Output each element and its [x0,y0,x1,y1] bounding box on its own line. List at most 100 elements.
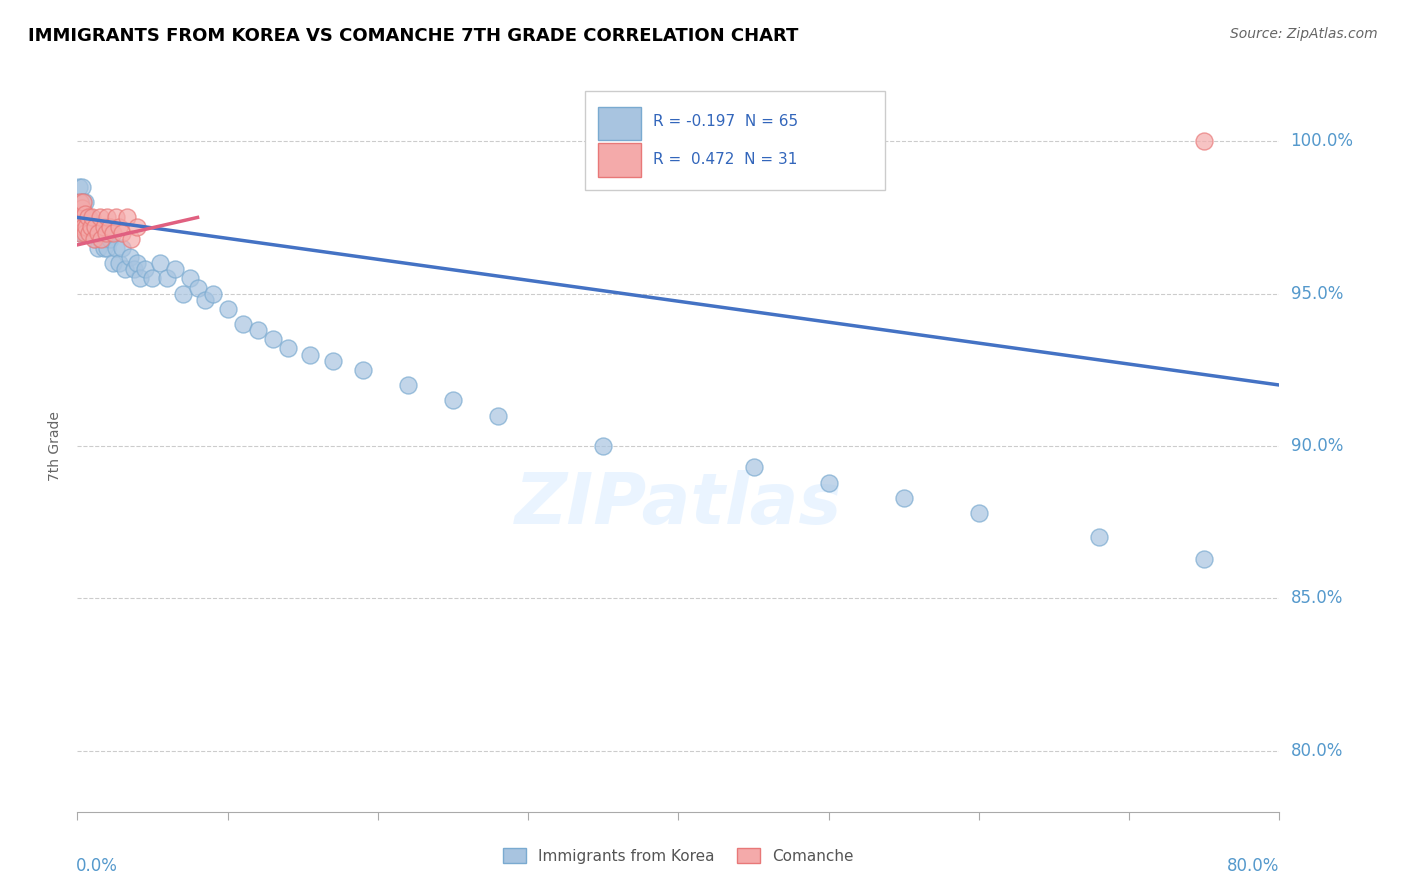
Point [127,256,149,270]
Text: IMMIGRANTS FROM KOREA VS COMANCHE 7TH GRADE CORRELATION CHART: IMMIGRANTS FROM KOREA VS COMANCHE 7TH GR… [28,27,799,45]
Point [82,226,104,240]
Text: 80.0%: 80.0% [1227,857,1279,875]
Point [1194,551,1216,566]
Point [70,211,93,225]
Point [69,226,91,240]
Point [70,211,93,225]
Point [70,202,93,216]
Point [592,439,614,453]
Point [90,226,112,240]
Point [141,271,163,285]
Point [67,211,90,225]
Point [80,219,103,234]
Point [742,460,765,475]
Point [93,219,115,234]
Point [441,393,464,408]
Point [486,409,509,423]
Point [100,219,122,234]
Point [179,271,201,285]
Point [103,226,125,240]
Point [108,256,131,270]
Point [352,363,374,377]
Point [246,323,269,337]
Point [105,241,128,255]
Point [120,232,142,246]
Point [76,211,98,225]
Point [893,491,915,505]
Point [277,342,299,356]
Point [149,256,172,270]
Point [72,226,94,240]
Point [76,211,98,225]
Point [194,293,217,307]
Legend: Immigrants from Korea, Comanche: Immigrants from Korea, Comanche [496,842,860,870]
Text: 100.0%: 100.0% [1291,132,1354,150]
Point [1194,134,1216,148]
Point [75,211,97,225]
Point [817,475,839,490]
Point [124,262,146,277]
Point [217,301,239,316]
Point [93,241,115,255]
Point [129,271,152,285]
Text: 0.0%: 0.0% [76,857,118,875]
Text: 85.0%: 85.0% [1291,590,1343,607]
Point [396,378,419,392]
Point [118,250,141,264]
Point [156,271,179,285]
Point [90,232,112,246]
Point [94,226,117,240]
Text: 90.0%: 90.0% [1291,437,1343,455]
Point [84,219,107,234]
Point [75,226,97,240]
Text: R = -0.197  N = 65: R = -0.197 N = 65 [654,114,799,129]
Point [134,262,156,277]
Point [111,226,134,240]
Point [89,211,111,225]
Point [94,232,117,246]
Point [79,211,101,225]
Point [67,180,90,194]
Point [1088,531,1111,545]
Point [299,348,322,362]
Point [73,195,96,210]
Point [87,241,110,255]
Point [111,241,134,255]
Point [70,180,93,194]
Point [67,211,90,225]
Point [186,280,209,294]
Text: 80.0%: 80.0% [1291,742,1343,760]
Point [76,226,98,240]
Point [201,286,224,301]
Point [100,232,122,246]
FancyBboxPatch shape [598,144,641,177]
Point [114,262,136,277]
Point [127,219,149,234]
Point [86,226,108,240]
Point [96,211,118,225]
Point [72,219,94,234]
Point [87,226,110,240]
Point [322,353,344,368]
Point [232,317,254,331]
Point [115,211,138,225]
Point [83,232,105,246]
Point [96,241,118,255]
Point [80,219,103,234]
Point [163,262,186,277]
Text: ZIPatlas: ZIPatlas [515,470,842,539]
Point [82,211,104,225]
Point [69,195,91,210]
Point [70,211,93,225]
FancyBboxPatch shape [585,91,886,190]
Point [108,219,131,234]
Point [84,232,107,246]
Point [967,506,990,520]
Point [103,256,125,270]
Point [73,226,96,240]
FancyBboxPatch shape [598,107,641,140]
Point [69,226,91,240]
Y-axis label: 7th Grade: 7th Grade [48,411,62,481]
Point [75,219,97,234]
Point [72,195,94,210]
